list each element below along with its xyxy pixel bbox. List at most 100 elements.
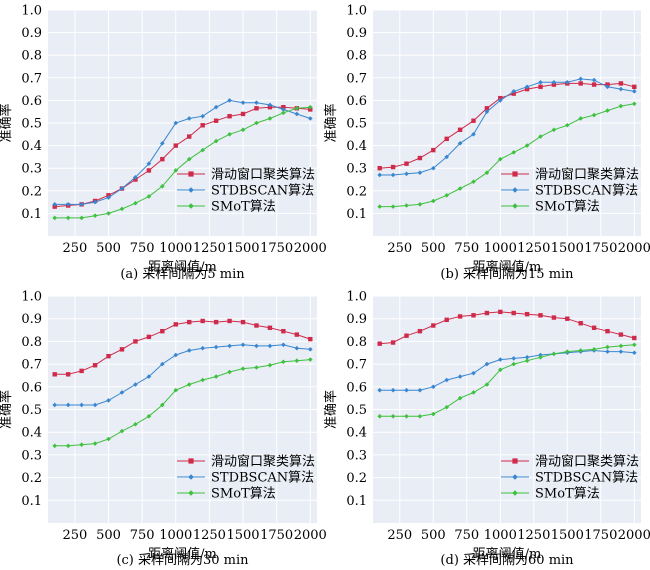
data-point-series-2 — [79, 402, 84, 408]
y-tick-label: 0.4 — [21, 426, 42, 441]
data-point-series-2 — [186, 348, 192, 353]
data-point-series-3 — [377, 204, 382, 209]
series-line-1 — [379, 311, 635, 345]
y-tick-label: 0.8 — [21, 49, 42, 64]
data-point-series-3 — [52, 443, 58, 449]
data-point-series-1 — [457, 314, 463, 319]
legend-label: STDBSCAN算法 — [211, 184, 314, 199]
data-point-series-1 — [281, 328, 286, 334]
legend-label: SMoT算法 — [211, 487, 276, 502]
data-point-series-2 — [618, 349, 624, 354]
y-tick-label: 0.8 — [346, 335, 367, 350]
data-point-series-3 — [618, 103, 624, 109]
data-point-series-1 — [431, 323, 436, 328]
data-point-series-3 — [227, 369, 232, 375]
data-point-series-2 — [92, 199, 98, 205]
data-point-series-3 — [92, 441, 98, 446]
x-tick-label: 250 — [62, 528, 87, 543]
data-point-series-1 — [632, 84, 637, 90]
data-point-series-1 — [106, 353, 111, 359]
data-point-series-1 — [484, 106, 490, 111]
data-point-series-2 — [524, 354, 530, 360]
data-point-series-2 — [294, 345, 300, 351]
x-axis-label: 距离阈值/m — [473, 259, 542, 275]
legend-label: 滑动窗口聚类算法 — [211, 454, 315, 470]
data-point-series-3 — [307, 357, 313, 362]
x-tick-label: 2000 — [294, 241, 327, 256]
data-point-series-1 — [294, 332, 300, 337]
data-point-series-2 — [52, 402, 58, 408]
y-tick-label: 0.5 — [346, 117, 367, 132]
data-point-series-3 — [565, 122, 570, 128]
data-point-series-2 — [65, 402, 71, 408]
data-point-series-2 — [591, 77, 597, 83]
chart-caption: (c) 采样间隔为30 min — [116, 553, 249, 568]
data-point-series-1 — [173, 322, 178, 327]
x-tick-label: 1750 — [260, 241, 293, 256]
x-tick-label: 2000 — [294, 528, 327, 543]
data-point-series-2 — [160, 141, 165, 146]
data-point-series-1 — [187, 134, 192, 139]
data-point-series-1 — [578, 81, 583, 86]
data-point-series-2 — [79, 202, 84, 207]
x-tick-label: 2000 — [618, 241, 650, 256]
y-tick-label: 1.0 — [346, 290, 367, 305]
y-tick-label: 0.8 — [346, 49, 367, 64]
y-tick-label: 0.3 — [346, 448, 367, 463]
data-point-series-2 — [254, 100, 259, 105]
x-tick-label: 1750 — [260, 528, 293, 543]
data-point-series-3 — [471, 390, 476, 395]
data-point-series-3 — [390, 414, 396, 419]
y-tick-label: 0.5 — [21, 403, 42, 418]
data-point-series-3 — [538, 354, 543, 360]
data-point-series-1 — [65, 372, 71, 377]
data-point-series-3 — [200, 377, 205, 383]
data-point-series-3 — [457, 186, 463, 191]
x-axis-label: 距离阈值/m — [148, 259, 217, 275]
data-point-series-3 — [160, 183, 165, 189]
data-point-series-3 — [444, 193, 449, 198]
data-point-series-3 — [591, 347, 597, 352]
data-point-series-2 — [267, 102, 273, 108]
legend-marker — [188, 171, 194, 177]
y-tick-label: 0.1 — [21, 207, 42, 222]
data-point-series-3 — [227, 132, 232, 137]
y-tick-label: 0.3 — [346, 162, 367, 177]
data-point-series-1 — [565, 316, 570, 321]
data-point-series-3 — [551, 351, 557, 357]
data-point-series-2 — [632, 89, 637, 94]
data-point-series-3 — [498, 367, 503, 373]
series-line-2 — [379, 349, 635, 391]
data-point-series-2 — [92, 402, 98, 408]
data-point-series-2 — [281, 107, 286, 112]
x-tick-label: 250 — [62, 241, 87, 256]
data-point-series-1 — [444, 317, 449, 323]
data-point-series-1 — [200, 123, 205, 128]
y-tick-label: 0.6 — [21, 380, 42, 395]
data-point-series-3 — [200, 147, 205, 153]
y-tick-label: 0.5 — [21, 117, 42, 132]
y-axis-label: 准确率 — [323, 103, 339, 142]
x-tick-label: 1500 — [226, 241, 259, 256]
data-point-series-3 — [213, 138, 219, 144]
data-point-series-2 — [240, 100, 246, 105]
x-tick-label: 1750 — [584, 241, 617, 256]
legend-marker — [512, 458, 518, 464]
x-tick-label: 1500 — [226, 528, 259, 543]
x-tick-label: 500 — [96, 528, 121, 543]
y-tick-label: 0.6 — [346, 94, 367, 109]
legend-label: SMoT算法 — [535, 200, 600, 215]
data-point-series-2 — [551, 80, 557, 85]
chart-panel-1: 0.1 0.2 0.3 0.4 0.5 0.6 0.7 0.8 0.9 1.0 250 500 750 1… — [0, 4, 327, 283]
y-tick-label: 0.1 — [346, 207, 367, 222]
data-point-series-2 — [377, 172, 382, 178]
y-tick-label: 0.5 — [346, 403, 367, 418]
data-point-series-3 — [294, 106, 300, 111]
data-point-series-2 — [404, 171, 409, 177]
chart-panel-2: 0.1 0.2 0.3 0.4 0.5 0.6 0.7 0.8 0.9 1.0 250 500 750 1… — [323, 4, 650, 283]
chart-caption: (a) 采样间隔为5 min — [120, 267, 245, 282]
y-tick-label: 1.0 — [21, 4, 42, 19]
data-point-series-2 — [632, 350, 637, 356]
data-point-series-3 — [605, 108, 610, 113]
y-tick-label: 0.7 — [346, 358, 367, 373]
